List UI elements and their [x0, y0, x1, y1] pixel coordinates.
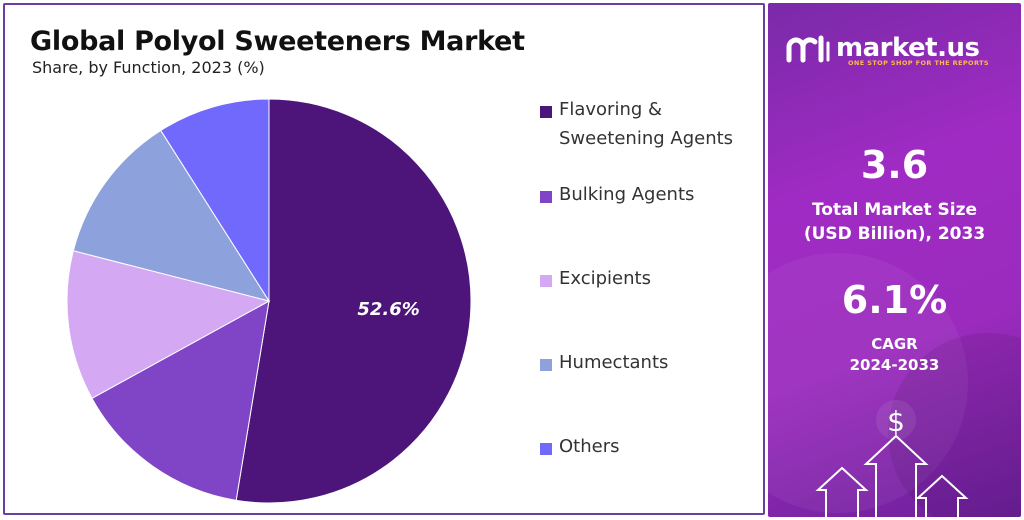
- arrow-up-left: [815, 466, 869, 517]
- pie-slice-others: [160, 98, 270, 303]
- arrow-up-right: [915, 474, 969, 517]
- market-size-label-line1: Total Market Size: [811, 200, 978, 220]
- cagr-label: CAGR: [871, 335, 918, 353]
- legend-swatch: [540, 359, 552, 371]
- legend-label: Humectants: [559, 352, 669, 373]
- coin-circle: [876, 400, 916, 440]
- pie-chart: 52.6%: [66, 98, 472, 504]
- pie-slice-humectants: [72, 129, 271, 302]
- pie-slice-bulking-agents: [91, 300, 270, 501]
- legend-label: Others: [559, 436, 620, 457]
- stats-panel: market.us ONE STOP SHOP FOR THE REPORTS …: [768, 3, 1021, 517]
- dollar-icon: $: [887, 405, 905, 438]
- legend-item-excipients: Excipients: [540, 268, 759, 293]
- legend-item-humectants: Humectants: [540, 352, 759, 377]
- arrow-up-center: [863, 434, 929, 517]
- legend-item-bulking-agents: Bulking Agents: [540, 184, 759, 209]
- legend-swatch: [540, 106, 552, 118]
- pie-slice-excipients: [66, 250, 271, 399]
- brand-name: market.us: [836, 33, 980, 63]
- legend-label: Flavoring & Sweetening Agents: [559, 99, 734, 149]
- market-size-value: 3.6: [860, 143, 929, 187]
- legend-item-flavoring: Flavoring & Sweetening Agents: [540, 99, 759, 153]
- chart-title: Global Polyol Sweeteners Market: [30, 26, 525, 57]
- brand-tagline: ONE STOP SHOP FOR THE REPORTS: [848, 59, 989, 67]
- legend-label: Bulking Agents: [559, 184, 695, 205]
- pie-slice-flavoring-sweetening-agents: [235, 98, 472, 504]
- market-us-logo-icon: [786, 35, 830, 63]
- cagr-value: 6.1%: [841, 278, 948, 322]
- chart-subtitle: Share, by Function, 2023 (%): [32, 58, 265, 77]
- legend-item-others: Others: [540, 436, 759, 461]
- legend-swatch: [540, 443, 552, 455]
- background-decoration: [768, 253, 968, 513]
- brand-logo[interactable]: market.us: [786, 33, 980, 63]
- legend-label: Excipients: [559, 268, 651, 289]
- market-size-label-line2: (USD Billion), 2033: [803, 224, 986, 244]
- legend-swatch: [540, 275, 552, 287]
- legend-swatch: [540, 191, 552, 203]
- growth-arrows-icon: $: [815, 400, 969, 517]
- pie-data-label: 52.6%: [357, 299, 419, 320]
- cagr-period: 2024-2033: [849, 356, 940, 374]
